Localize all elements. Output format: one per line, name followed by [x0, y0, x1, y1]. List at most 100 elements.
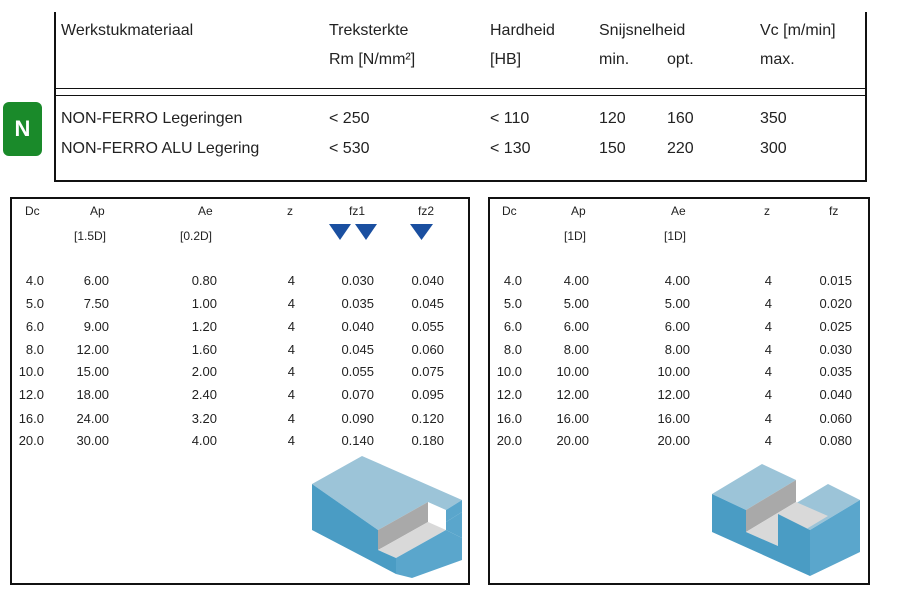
cell-dc: 20.0: [496, 433, 522, 448]
cell-z: 4: [287, 342, 295, 357]
cell-ap: 10.00: [556, 364, 589, 379]
cell-fz1: 0.035: [341, 296, 374, 311]
header-divider: [54, 95, 867, 96]
cell-ae: 2.40: [191, 387, 217, 402]
cell-z: 4: [764, 433, 772, 448]
cell-z: 4: [764, 387, 772, 402]
cell-z: 4: [764, 296, 772, 311]
header-vc-max: max.: [760, 51, 795, 68]
header-strength-unit: Rm [N/mm²]: [329, 51, 416, 68]
cell-z: 4: [764, 319, 772, 334]
cell-ap: 12.00: [76, 342, 109, 357]
cell-ae: 12.00: [657, 387, 690, 402]
cell-ae: 10.00: [657, 364, 690, 379]
cell-fz1: 0.030: [341, 273, 374, 288]
col-fz2: fz2: [418, 204, 435, 218]
cell-fz2: 0.040: [411, 273, 444, 288]
cell-z: 4: [764, 364, 772, 379]
col-ae-sub: [1D]: [664, 229, 687, 243]
cell-fz: 0.080: [819, 433, 852, 448]
cell-ae: 1.00: [191, 296, 217, 311]
cell-z: 4: [287, 387, 295, 402]
slot-milling-workpiece-icon: [712, 464, 860, 576]
cell-fz: 0.020: [819, 296, 852, 311]
header-speed-opt: opt.: [667, 51, 694, 68]
cell-dc: 10.0: [18, 364, 44, 379]
material-group-badge: N: [3, 102, 42, 156]
cell-fz: 0.035: [819, 364, 852, 379]
material-name: NON-FERRO Legeringen: [61, 110, 243, 127]
cell-z: 4: [287, 273, 295, 288]
fz2-marker-icon: [410, 224, 433, 240]
cell-ap: 6.00: [563, 319, 589, 334]
header-cutting-speed: Snijsnelheid: [599, 22, 686, 39]
col-ap: Ap: [90, 204, 105, 218]
cell-dc: 8.0: [25, 342, 44, 357]
cell-z: 4: [764, 273, 772, 288]
cell-dc: 4.0: [503, 273, 522, 288]
col-ap-sub: [1.5D]: [74, 229, 107, 243]
cell-ap: 12.00: [556, 387, 589, 402]
col-z: z: [764, 204, 770, 218]
speed-opt: 220: [667, 140, 694, 157]
cell-fz1: 0.070: [341, 387, 374, 402]
cell-ae: 16.00: [657, 411, 690, 426]
header-hardness-unit: [HB]: [490, 51, 522, 68]
cell-ap: 4.00: [563, 273, 589, 288]
cell-dc: 6.0: [503, 319, 522, 334]
col-dc: Dc: [502, 204, 517, 218]
cell-ap: 18.00: [76, 387, 109, 402]
cell-ap: 16.00: [556, 411, 589, 426]
cell-z: 4: [287, 411, 295, 426]
cell-ap: 24.00: [76, 411, 109, 426]
cell-dc: 16.0: [18, 411, 44, 426]
cell-ae: 2.00: [191, 364, 217, 379]
material-strength: < 250: [329, 110, 370, 127]
cell-dc: 12.0: [18, 387, 44, 402]
cell-ae: 4.00: [664, 273, 690, 288]
side-milling-panel: [10, 197, 470, 585]
material-hardness: < 130: [490, 140, 531, 157]
cell-ae: 20.00: [657, 433, 690, 448]
speed-max: 300: [760, 140, 787, 157]
cell-dc: 10.0: [496, 364, 522, 379]
cell-ae: 4.00: [191, 433, 217, 448]
cell-fz1: 0.040: [341, 319, 374, 334]
col-ae-sub: [0.2D]: [180, 229, 213, 243]
header-material: Werkstukmateriaal: [61, 22, 194, 39]
col-ae: Ae: [198, 204, 213, 218]
col-z: z: [287, 204, 293, 218]
cell-fz: 0.015: [819, 273, 852, 288]
cell-z: 4: [764, 411, 772, 426]
speed-max: 350: [760, 110, 787, 127]
cell-ae: 0.80: [191, 273, 217, 288]
speed-min: 120: [599, 110, 626, 127]
cell-ap: 5.00: [563, 296, 589, 311]
col-dc: Dc: [25, 204, 40, 218]
col-ae: Ae: [671, 204, 686, 218]
cell-ae: 6.00: [664, 319, 690, 334]
cell-ap: 20.00: [556, 433, 589, 448]
speed-opt: 160: [667, 110, 694, 127]
cell-fz: 0.040: [819, 387, 852, 402]
header-hardness: Hardheid: [490, 22, 555, 39]
cell-ae: 3.20: [191, 411, 217, 426]
cell-fz1: 0.045: [341, 342, 374, 357]
cell-dc: 20.0: [18, 433, 44, 448]
cell-fz2: 0.075: [411, 364, 444, 379]
cell-dc: 5.0: [503, 296, 522, 311]
cell-fz1: 0.090: [341, 411, 374, 426]
cell-ap: 9.00: [83, 319, 109, 334]
fz1-marker-icon: [329, 224, 377, 240]
cell-fz2: 0.055: [411, 319, 444, 334]
cell-dc: 4.0: [25, 273, 44, 288]
cell-fz: 0.060: [819, 411, 852, 426]
cell-ae: 8.00: [664, 342, 690, 357]
cell-fz2: 0.060: [411, 342, 444, 357]
cell-ae: 5.00: [664, 296, 690, 311]
cell-z: 4: [287, 364, 295, 379]
cell-fz: 0.025: [819, 319, 852, 334]
side-milling-workpiece-icon: [312, 456, 462, 578]
cell-ap: 6.00: [83, 273, 109, 288]
cell-dc: 5.0: [25, 296, 44, 311]
